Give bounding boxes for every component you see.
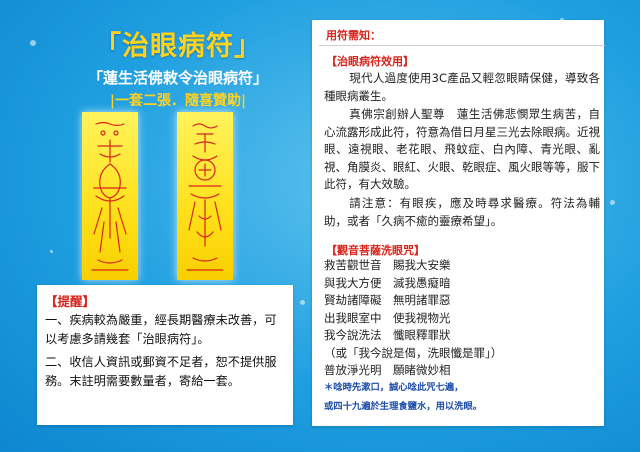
background-sparkle bbox=[230, 100, 234, 104]
promo-text: |一套二張．隨喜贊助| bbox=[109, 93, 247, 109]
background-sparkle bbox=[50, 250, 53, 253]
mantra-line: 救苦觀世音 賜我大安樂 bbox=[324, 258, 451, 272]
mantra-line: 出我眼室中 使我視物光 bbox=[324, 310, 451, 325]
mantra-line: 與我大方便 滅我愚癡暗 bbox=[324, 275, 451, 290]
talisman-icon bbox=[186, 123, 224, 271]
efficacy-paragraph-3: 請注意：有眼疾，應及時尋求醫療。符法為輔助，或者「久病不癒的靈療希望」。 bbox=[324, 196, 600, 228]
page-title: 「治眼病符」 bbox=[94, 31, 262, 62]
background-sparkle bbox=[30, 40, 36, 46]
reminder-panel: 【提醒】 一、疾病較為嚴重，經長期醫療未改善，可以考慮多請幾套「治眼病符」。 二… bbox=[37, 285, 293, 425]
background-sparkle bbox=[610, 200, 615, 205]
efficacy-paragraph-1: 現代人過度使用3C產品又輕忽眼睛保健，導致各種眼病叢生。 bbox=[324, 71, 600, 103]
instruction-line: ＊唸時先漱口，誠心唸此咒七遍， bbox=[324, 382, 464, 393]
reminder-item-2: 二、收信人資訊或郵資不足者，恕不提供服務。末註明需要數量者，寄給一套。 bbox=[45, 355, 277, 388]
mantra-line: 普放淨光明 願睹微妙相 bbox=[324, 363, 451, 377]
mantra-line: 賢劫諸障礙 無明諸罪惡 bbox=[324, 293, 451, 307]
divider bbox=[319, 45, 605, 46]
efficacy-paragraph-2: 真佛宗創辦人聖尊 蓮生活佛悲憫眾生病苦，自心流露形成此符，符意為借日月星三光去除… bbox=[324, 107, 600, 192]
background-sparkle bbox=[300, 300, 305, 305]
talisman-image-left bbox=[82, 112, 138, 280]
mantra-text: 救苦觀世音 賜我大安樂 與我大方便 滅我愚癡暗 賢劫諸障礙 無明諸罪惡 出我眼室… bbox=[324, 257, 600, 380]
mantra-line: （或「我今說是偈，洗眼懺是罪」） bbox=[324, 345, 503, 360]
instruction-line: 或四十九遍於生理食鹽水，用以洗眼。 bbox=[324, 401, 483, 412]
mantra-section-title: 【觀音菩薩洗眼咒】 bbox=[326, 244, 425, 257]
talisman-icon bbox=[91, 121, 129, 271]
mantra-instructions: ＊唸時先漱口，誠心唸此咒七遍， 或四十九遍於生理食鹽水，用以洗眼。 bbox=[324, 378, 600, 416]
reminder-title: 【提醒】 bbox=[45, 294, 96, 309]
title-zone: 「治眼病符」 「蓮生活佛敕令治眼病符」 |一套二張．隨喜贊助| bbox=[58, 24, 298, 110]
talisman-image-right bbox=[177, 112, 233, 280]
reminder-item-1: 一、疾病較為嚴重，經長期醫療未改善，可以考慮多請幾套「治眼病符」。 bbox=[45, 313, 277, 346]
usage-notice-title: 用符需知： bbox=[326, 29, 381, 42]
mantra-line: 我今說洗法 懺眼釋罪狀 bbox=[324, 328, 451, 342]
page-subtitle: 「蓮生活佛敕令治眼病符」 bbox=[87, 69, 268, 87]
usage-notice-panel: 用符需知： 【治眼病符效用】 現代人過度使用3C產品又輕忽眼睛保健，導致各種眼病… bbox=[312, 20, 605, 426]
efficacy-section-title: 【治眼病符效用】 bbox=[326, 55, 414, 68]
